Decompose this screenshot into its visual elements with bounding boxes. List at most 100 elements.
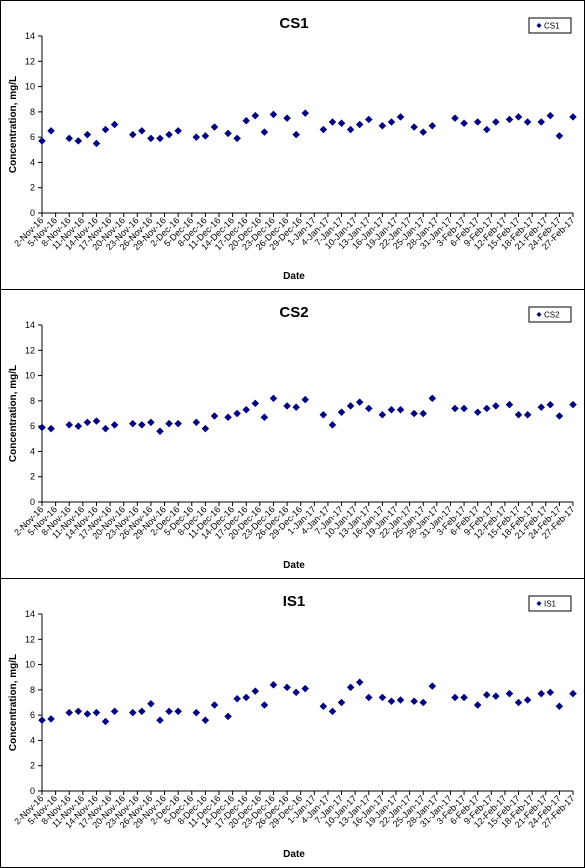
data-point-cs2 [428, 394, 437, 403]
legend-marker [536, 601, 542, 606]
data-point-cs1 [491, 118, 500, 126]
data-point-cs1 [128, 130, 137, 139]
y-axis-label: Concentration, mg/L [8, 654, 19, 751]
chart-panel-cs2: CS2 0 2 4 6 8 10 12 14 2-Nov-16 5-Nov-16 8-Nov-16 11… [0, 289, 585, 579]
data-point-cs1 [410, 123, 419, 131]
data-point-cs2 [47, 424, 55, 433]
data-point-cs2 [328, 421, 337, 429]
data-point-is1 [74, 707, 83, 716]
data-point-is1 [269, 680, 278, 689]
chart-is1: IS1024681012142-Nov-165-Nov-168-Nov-1611… [8, 593, 577, 860]
data-point-cs1 [346, 125, 355, 134]
data-point-is1 [569, 689, 577, 698]
data-point-cs2 [460, 404, 468, 413]
data-point-cs1 [137, 126, 146, 135]
data-point-is1 [319, 702, 328, 711]
data-point-is1 [419, 698, 428, 707]
data-point-cs2 [165, 419, 173, 428]
data-point-cs2 [301, 395, 310, 404]
data-point-cs2 [337, 408, 346, 417]
data-point-is1 [355, 678, 364, 687]
data-point-is1 [110, 707, 119, 716]
y-tick-label: 12 [25, 345, 35, 355]
data-point-cs1 [364, 115, 373, 124]
data-point-cs2 [137, 421, 146, 429]
data-point-is1 [165, 707, 173, 716]
chart-panel-is1: IS1 0 2 4 6 8 10 12 14 2-Nov-16 5-Nov-16 8-Nov-16 11… [0, 578, 585, 868]
data-point-cs1 [260, 128, 269, 136]
x-axis-label: Date [283, 849, 305, 860]
data-point-cs1 [269, 110, 278, 119]
data-point-is1 [378, 693, 387, 702]
data-point-is1 [251, 687, 260, 695]
data-point-is1 [65, 708, 74, 717]
data-point-cs2 [74, 422, 83, 430]
data-point-is1 [346, 683, 355, 692]
data-point-cs2 [523, 410, 532, 419]
chart-panel-cs1: CS1 0 2 4 6 8 10 12 14 2-Nov-16 5-Nov-16 8-Nov-16 11… [0, 0, 585, 290]
data-point-cs1 [328, 118, 337, 126]
legend: IS1 [528, 595, 572, 612]
data-point-is1 [491, 692, 500, 701]
data-point-cs2 [410, 409, 419, 418]
data-point-cs2 [505, 400, 514, 409]
data-point-cs1 [396, 113, 405, 121]
data-point-cs1 [147, 134, 155, 143]
data-point-cs2 [514, 410, 523, 419]
data-point-cs1 [337, 119, 346, 128]
legend-marker [536, 312, 542, 317]
data-point-is1 [410, 697, 419, 706]
data-point-cs1 [165, 130, 173, 139]
data-point-is1 [514, 698, 523, 707]
legend-label: CS2 [544, 311, 560, 320]
data-point-cs2 [210, 412, 219, 420]
data-point-cs1 [192, 133, 201, 141]
data-point-cs1 [523, 118, 532, 126]
data-point-is1 [201, 716, 210, 725]
data-point-cs2 [242, 405, 251, 414]
data-point-cs1 [537, 118, 546, 126]
data-point-is1 [137, 707, 146, 716]
data-point-is1 [92, 708, 101, 717]
data-point-is1 [260, 701, 269, 709]
legend: CS1 [528, 17, 572, 34]
data-point-is1 [210, 701, 219, 709]
data-point-is1 [505, 689, 514, 698]
y-tick-label: 2 [30, 761, 35, 771]
data-point-cs1 [233, 134, 242, 143]
y-tick-label: 4 [30, 735, 35, 745]
legend-box [528, 595, 572, 612]
data-point-cs1 [378, 121, 387, 130]
data-point-is1 [47, 715, 55, 723]
data-point-cs1 [428, 121, 437, 130]
data-point-cs2 [128, 419, 137, 428]
data-point-cs2 [233, 409, 242, 418]
legend-label: IS1 [544, 600, 557, 609]
data-point-cs2 [174, 419, 183, 428]
data-point-cs1 [74, 137, 83, 145]
data-point-cs2 [101, 424, 110, 433]
data-point-cs2 [569, 400, 577, 409]
data-point-cs1 [156, 134, 164, 143]
data-point-cs1 [83, 130, 92, 139]
data-point-cs2 [555, 412, 564, 420]
data-point-is1 [83, 710, 92, 718]
data-point-is1 [242, 693, 251, 702]
data-point-is1 [482, 691, 491, 699]
data-point-cs1 [251, 111, 260, 120]
data-point-is1 [387, 697, 396, 706]
data-point-cs2 [251, 399, 260, 408]
y-tick-label: 0 [30, 786, 35, 796]
data-point-cs2 [319, 410, 328, 419]
legend-box [528, 306, 572, 323]
data-point-cs1 [65, 134, 74, 143]
data-point-is1 [555, 702, 564, 711]
data-point-is1 [224, 712, 232, 721]
data-point-is1 [128, 708, 137, 717]
legend-marker [536, 23, 542, 28]
legend-label: CS1 [544, 22, 560, 31]
y-tick-label: 8 [30, 107, 35, 117]
data-point-cs1 [569, 113, 577, 121]
data-point-is1 [156, 716, 164, 725]
y-tick-label: 2 [30, 472, 35, 482]
